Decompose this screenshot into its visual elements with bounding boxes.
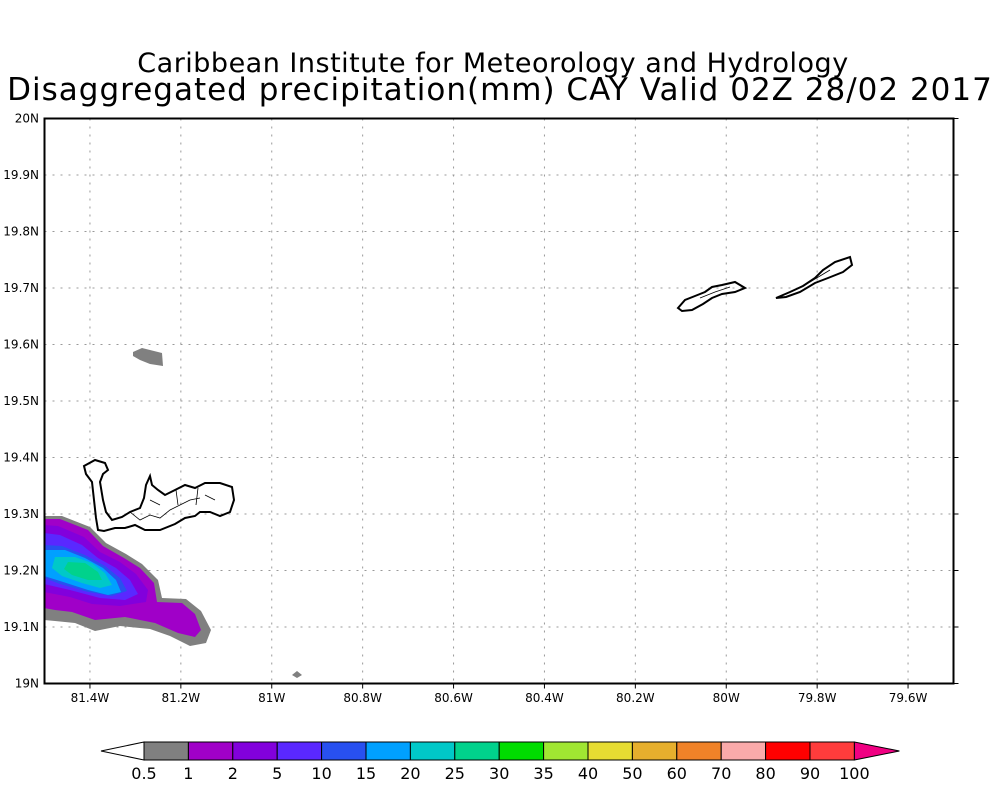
colorbar-label: 25 (445, 764, 465, 783)
colorbar-label: 40 (578, 764, 598, 783)
colorbar-swatch (676, 741, 722, 761)
precip-25mm (64, 562, 102, 580)
colorbar-label: 100 (839, 764, 870, 783)
colorbar-swatch (498, 741, 545, 761)
colorbar-label: 10 (311, 764, 331, 783)
colorbar-low-triangle (100, 741, 145, 761)
colorbar-label: 15 (356, 764, 376, 783)
precipitation-contours (44, 516, 211, 646)
colorbar-label: 0.5 (131, 764, 156, 783)
coastlines (82, 255, 854, 533)
colorbar-swatch (631, 741, 678, 761)
grand-cayman-outline (82, 458, 236, 533)
x-tick-label: 80.4W (525, 691, 564, 705)
x-tick-label: 80.6W (434, 691, 473, 705)
chart-title-product: Disaggregated precipitation(mm) CAY Vali… (7, 72, 993, 108)
y-tick-label: 19.5N (3, 394, 39, 408)
colorbar-swatch (365, 741, 411, 761)
grid-lines (44, 118, 954, 684)
colorbar-label: 35 (533, 764, 553, 783)
y-tick-label: 19.9N (3, 168, 39, 182)
x-tick-label: 80.2W (616, 691, 655, 705)
coastline-details (129, 269, 831, 521)
precip-0.5mm-dot (292, 671, 302, 678)
colorbar-swatch (543, 741, 589, 761)
x-tick-label: 81.2W (162, 691, 201, 705)
precip-0.5mm-patch (133, 348, 163, 366)
cayman-brac-outline (775, 255, 854, 299)
y-tick-label: 20N (15, 112, 39, 126)
little-cayman-outline (676, 280, 748, 313)
colorbar-swatch (720, 741, 767, 761)
y-tick-label: 19.1N (3, 620, 39, 634)
colorbar-label: 70 (711, 764, 731, 783)
colorbar-label: 20 (400, 764, 420, 783)
colorbar-swatch (232, 741, 278, 761)
y-tick-label: 19.7N (3, 281, 39, 295)
y-tick-label: 19.4N (3, 451, 39, 465)
colorbar-swatch (276, 741, 323, 761)
x-tick-label: 80.8W (343, 691, 382, 705)
colorbar-label: 2 (228, 764, 238, 783)
y-tick-label: 19N (15, 677, 39, 691)
colorbar-swatch (765, 741, 811, 761)
colorbar-swatch (454, 741, 500, 761)
colorbar-label: 60 (667, 764, 687, 783)
x-tick-label: 79.6W (889, 691, 928, 705)
colorbar-swatch (321, 741, 367, 761)
colorbar-swatch (409, 741, 456, 761)
colorbar-label: 90 (800, 764, 820, 783)
x-tick-label: 79.8W (798, 691, 837, 705)
colorbar-label: 80 (755, 764, 775, 783)
chart-title-institute: Caribbean Institute for Meteorology and … (137, 48, 849, 79)
colorbar-label: 30 (489, 764, 509, 783)
y-tick-label: 19.2N (3, 564, 39, 578)
colorbar-label: 5 (272, 764, 282, 783)
colorbar-label: 1 (183, 764, 193, 783)
colorbar-swatch (809, 741, 855, 761)
y-tick-label: 19.6N (3, 338, 39, 352)
x-tick-label: 80W (713, 691, 740, 705)
colorbar-high-triangle (853, 741, 900, 761)
colorbar-swatch (143, 741, 189, 761)
y-tick-label: 19.3N (3, 507, 39, 521)
colorbar-swatch (187, 741, 234, 761)
x-tick-label: 81.4W (71, 691, 110, 705)
colorbar-legend: 0.5 1 2 5 10 15 20 25 30 35 40 50 60 70 80 90 100 (100, 741, 900, 783)
colorbar-swatch (587, 741, 633, 761)
colorbar-label: 50 (622, 764, 642, 783)
y-tick-label: 19.8N (3, 225, 39, 239)
axis-ticks: 81.4W 81.2W 81W 80.8W 80.6W 80.4W 80.2W 80W 79.8… (3, 112, 959, 705)
x-tick-label: 81W (258, 691, 285, 705)
